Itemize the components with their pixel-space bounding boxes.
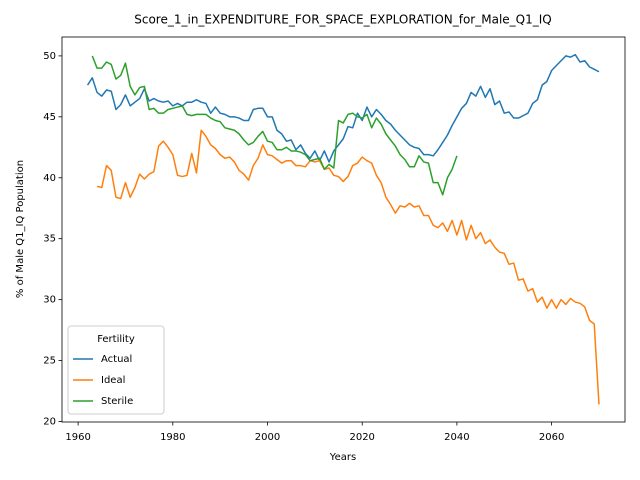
legend-label: Sterile [101,396,133,407]
y-tick-label: 25 [43,356,56,367]
x-tick-label: 1980 [160,432,185,443]
y-tick-label: 35 [43,234,56,245]
legend-label: Actual [101,354,132,365]
legend-box [67,325,165,415]
x-axis-label: Years [329,452,356,463]
legend-label: Ideal [101,375,125,386]
x-tick-label: 2060 [539,432,564,443]
y-tick-label: 30 [43,295,56,306]
y-tick-label: 50 [43,51,56,62]
legend: Fertility Actual Ideal Sterile [67,325,165,415]
data-line [86,53,600,163]
chart-title: Score_1_in_EXPENDITURE_FOR_SPACE_EXPLORA… [134,13,551,27]
y-tick-label: 40 [43,173,56,184]
legend-title: Fertility [97,334,135,345]
y-axis-label: % of Male Q1_IQ Population [15,160,26,298]
x-tick-label: 2020 [349,432,374,443]
x-tick-label: 1960 [65,432,90,443]
y-tick-label: 20 [43,417,56,428]
x-tick-label: 2040 [444,432,469,443]
data-line [91,55,458,196]
data-line [96,129,600,405]
y-tick-label: 45 [43,112,56,123]
x-tick-label: 2000 [255,432,280,443]
plot-frame [61,36,626,423]
